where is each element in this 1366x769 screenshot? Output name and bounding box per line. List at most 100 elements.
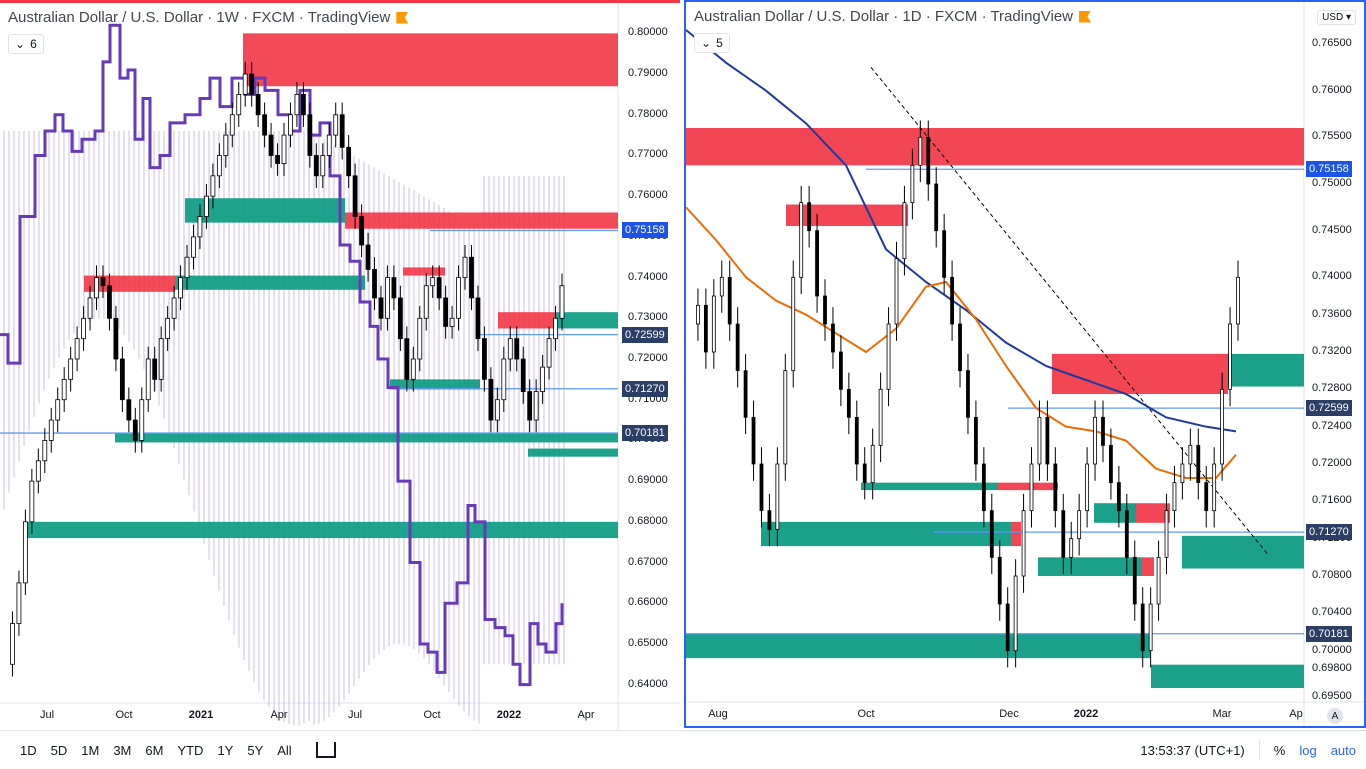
candle-body xyxy=(242,73,248,95)
indicator-collapse-button[interactable]: ⌄ 5 xyxy=(694,33,730,53)
flag-icon[interactable] xyxy=(396,11,409,24)
range-button-1m[interactable]: 1M xyxy=(81,742,100,758)
candle-body xyxy=(100,277,106,287)
candle-body xyxy=(449,317,455,327)
candle-body xyxy=(981,463,986,512)
candle-body xyxy=(1172,482,1177,512)
candle-body xyxy=(397,297,403,340)
supply-demand-zone xyxy=(1136,503,1170,523)
candle-body xyxy=(113,317,119,360)
candle-body xyxy=(126,399,132,421)
range-button-5y[interactable]: 5Y xyxy=(247,742,264,758)
candle-body xyxy=(1061,510,1066,558)
price-level-tag: 0.72599 xyxy=(1306,400,1352,417)
candle-body xyxy=(950,276,954,325)
candle-body xyxy=(320,155,326,177)
candle-body xyxy=(1228,323,1232,390)
price-tick-label: 0.69000 xyxy=(628,474,668,487)
candle-body xyxy=(81,317,86,340)
candle-body xyxy=(540,366,546,392)
indicator-count: 5 xyxy=(716,36,723,50)
candle-body xyxy=(1085,463,1090,512)
supply-demand-zone xyxy=(175,275,365,290)
candle-body xyxy=(1069,538,1074,558)
price-tick-label: 0.72000 xyxy=(1312,457,1352,469)
candle-body xyxy=(711,295,716,353)
weekly-chart-title: Australian Dollar / U.S. Dollar · 1W · F… xyxy=(8,9,409,26)
candle-body xyxy=(1164,510,1169,558)
price-tick-label: 0.67000 xyxy=(628,555,668,568)
range-button-3m[interactable]: 3M xyxy=(113,742,132,758)
candle-body xyxy=(68,358,74,380)
range-button-6m[interactable]: 6M xyxy=(145,742,164,758)
price-level-tag: 0.75158 xyxy=(622,222,668,239)
time-tick-label: Jul xyxy=(39,709,55,721)
time-tick-label: Oct xyxy=(423,709,441,721)
candle-body xyxy=(132,419,138,441)
candle-body xyxy=(268,134,274,156)
auto-scale-button[interactable]: A xyxy=(1327,708,1343,724)
weekly-chart-panel[interactable]: Australian Dollar / U.S. Dollar · 1W · F… xyxy=(0,0,680,730)
daily-chart-panel[interactable]: Australian Dollar / U.S. Dollar · 1D · F… xyxy=(684,0,1366,728)
candle-body xyxy=(300,94,306,116)
range-button-ytd[interactable]: YTD xyxy=(177,742,204,758)
candle-body xyxy=(165,317,171,340)
candle-body xyxy=(488,378,494,421)
time-tick-label: 2022 xyxy=(496,709,522,721)
weekly-chart-canvas[interactable] xyxy=(0,3,680,730)
candle-body xyxy=(346,146,352,177)
flag-icon[interactable] xyxy=(1079,10,1091,23)
range-button-1d[interactable]: 1D xyxy=(20,742,37,758)
candle-body xyxy=(894,258,899,325)
candle-body xyxy=(107,285,112,319)
weekly-symbol-title: Australian Dollar / U.S. Dollar · 1W · F… xyxy=(8,9,391,26)
candle-body xyxy=(926,136,931,185)
candle-body xyxy=(1037,416,1042,465)
supply-demand-zone xyxy=(185,198,345,223)
range-button-1y[interactable]: 1Y xyxy=(217,742,234,758)
price-tick-label: 0.69800 xyxy=(1312,662,1352,675)
price-tick-label: 0.64000 xyxy=(628,677,668,690)
candle-body xyxy=(74,338,80,360)
price-level-tag: 0.72599 xyxy=(622,326,668,343)
time-tick-label: Aug xyxy=(708,708,728,720)
bottom-toolbar: 1D 5D 1M 3M 6M YTD 1Y 5Y All 13:53:37 (UTC+1) % … xyxy=(0,730,1366,769)
candle-body xyxy=(559,285,565,319)
auto-button[interactable]: auto xyxy=(1330,742,1356,758)
currency-button[interactable]: USD ▾ xyxy=(1317,10,1356,25)
candle-body xyxy=(1124,510,1129,558)
supply-demand-zone xyxy=(25,521,618,539)
candle-body xyxy=(1029,463,1034,512)
range-button-all[interactable]: All xyxy=(277,742,292,758)
indicator-collapse-button[interactable]: ⌄ 6 xyxy=(8,34,44,54)
candle-body xyxy=(482,338,487,380)
candle-body xyxy=(191,236,196,258)
candle-body xyxy=(262,114,268,136)
percent-button[interactable]: % xyxy=(1273,742,1286,758)
candle-body xyxy=(494,399,500,421)
range-button-5d[interactable]: 5D xyxy=(50,742,68,758)
time-tick-label: Jul xyxy=(347,709,363,721)
clock-label[interactable]: 13:53:37 (UTC+1) xyxy=(1140,742,1245,758)
candle-body xyxy=(553,317,558,340)
candle-body xyxy=(178,277,183,299)
price-tick-label: 0.72800 xyxy=(1312,382,1352,395)
log-button[interactable]: log xyxy=(1299,742,1317,758)
candle-body xyxy=(520,358,526,392)
candle-body xyxy=(1236,276,1240,325)
time-tick-label: 2022 xyxy=(1073,708,1099,720)
candle-body xyxy=(703,304,708,353)
supply-demand-zone xyxy=(998,482,1058,491)
supply-demand-zone xyxy=(1151,664,1304,688)
candle-body xyxy=(1140,603,1145,652)
date-range-icon[interactable] xyxy=(315,742,336,758)
candle-body xyxy=(158,338,164,380)
candle-body xyxy=(854,416,859,465)
candle-body xyxy=(145,358,151,401)
candle-body xyxy=(727,276,732,325)
candle-body xyxy=(55,399,61,421)
supply-demand-zone xyxy=(686,633,1151,659)
daily-chart-canvas[interactable] xyxy=(686,2,1364,726)
price-tick-label: 0.80000 xyxy=(628,26,668,39)
supply-demand-zone xyxy=(528,448,618,457)
